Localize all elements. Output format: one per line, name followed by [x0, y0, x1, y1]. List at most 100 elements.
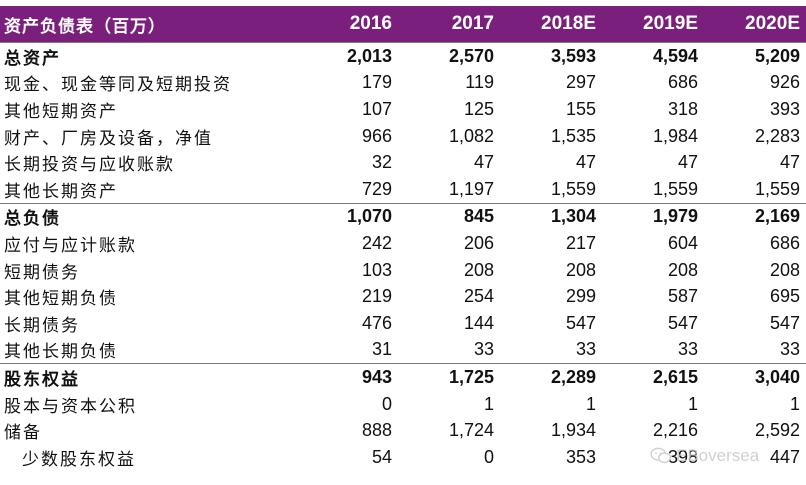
- cell-value: 2,013: [296, 41, 398, 70]
- cell-value: 47: [677, 152, 698, 173]
- cell-value: 1,725: [398, 363, 500, 391]
- cell-value: 33: [779, 339, 800, 360]
- cell-value: 119: [465, 72, 494, 93]
- cell-value: 398: [667, 446, 698, 467]
- cell-value: 943: [296, 363, 398, 391]
- table-row: 短期债务 103 208 208 208 208: [0, 257, 806, 284]
- header-row: 资产负债表（百万） 2016 2017 2018E 2019E 2020E: [0, 6, 806, 43]
- cell-value: 2,289: [500, 363, 602, 391]
- cell-value: 1,082: [448, 125, 494, 146]
- cell-value: 1: [585, 393, 596, 414]
- cell-value: 476: [361, 312, 392, 333]
- row-label: 其他长期负债: [4, 342, 118, 363]
- cell-value: 1,559: [652, 178, 698, 199]
- cell-value: 729: [361, 178, 392, 199]
- table-row: 少数股东权益 54 0 353 398 447: [0, 444, 806, 471]
- cell-value: 4,594: [602, 41, 704, 70]
- table-row: 应付与应计账款 242 206 217 604 686: [0, 230, 806, 257]
- table-row: 总负债 1,070 845 1,304 1,979 2,169: [0, 202, 806, 231]
- table-row: 股本与资本公积 0 1 1 1 1: [0, 391, 806, 418]
- cell-value: 54: [371, 446, 392, 467]
- row-label: 短期债务: [4, 262, 80, 283]
- cell-value: 1,724: [448, 420, 494, 441]
- table-row: 储备 888 1,724 1,934 2,216 2,592: [0, 417, 806, 444]
- cell-value: 47: [575, 152, 596, 173]
- cell-value: 47: [473, 152, 494, 173]
- row-label: 储备: [4, 423, 42, 444]
- cell-value: 1,559: [754, 178, 800, 199]
- cell-value: 242: [361, 232, 392, 253]
- balance-sheet-table: 资产负债表（百万） 2016 2017 2018E 2019E 2020E 总资…: [0, 6, 806, 471]
- cell-value: 208: [565, 259, 596, 280]
- table-title: 资产负债表（百万）: [0, 6, 296, 43]
- row-label: 财产、厂房及设备，净值: [4, 128, 213, 149]
- cell-value: 1,984: [652, 125, 698, 146]
- cell-value: 1,979: [602, 202, 704, 231]
- row-label: 股本与资本公积: [4, 396, 137, 417]
- cell-value: 587: [667, 286, 698, 307]
- cell-value: 1,304: [500, 202, 602, 231]
- cell-value: 1: [687, 393, 698, 414]
- cell-value: 888: [361, 420, 392, 441]
- cell-value: 966: [361, 125, 392, 146]
- year-header: 2018E: [500, 6, 602, 43]
- table-row: 其他长期负债 31 33 33 33 33: [0, 337, 806, 364]
- cell-value: 103: [361, 259, 392, 280]
- table-row: 其他短期负债 219 254 299 587 695: [0, 283, 806, 310]
- cell-value: 155: [565, 98, 596, 119]
- cell-value: 1,559: [550, 178, 596, 199]
- cell-value: 3,593: [500, 41, 602, 70]
- cell-value: 5,209: [704, 41, 806, 70]
- cell-value: 208: [667, 259, 698, 280]
- watermark-text: EBoversea: [676, 446, 760, 465]
- cell-value: 219: [361, 286, 392, 307]
- table-row: 现金、现金等同及短期投资 179 119 297 686 926: [0, 70, 806, 97]
- cell-value: 926: [769, 72, 800, 93]
- cell-value: 206: [463, 232, 494, 253]
- cell-value: 695: [769, 286, 800, 307]
- cell-value: 33: [473, 339, 494, 360]
- cell-value: 353: [565, 446, 596, 467]
- cell-value: 686: [667, 72, 698, 93]
- cell-value: 299: [565, 286, 596, 307]
- table-row: 其他短期资产 107 125 155 318 393: [0, 96, 806, 123]
- cell-value: 0: [483, 446, 494, 467]
- row-label: 少数股东权益: [22, 449, 136, 470]
- cell-value: 179: [361, 72, 392, 93]
- cell-value: 32: [371, 152, 392, 173]
- cell-value: 2,283: [754, 125, 800, 146]
- cell-value: 547: [667, 312, 698, 333]
- cell-value: 31: [371, 339, 392, 360]
- cell-value: 1,197: [448, 178, 494, 199]
- row-label: 总负债: [0, 202, 296, 231]
- cell-value: 318: [667, 98, 698, 119]
- cell-value: 208: [769, 259, 800, 280]
- cell-value: 845: [398, 202, 500, 231]
- table-row: 长期债务 476 144 547 547 547: [0, 310, 806, 337]
- table-row: 股东权益 943 1,725 2,289 2,615 3,040: [0, 363, 806, 391]
- cell-value: 0: [381, 393, 392, 414]
- row-label: 长期债务: [4, 315, 80, 336]
- table-row: 长期投资与应收账款 32 47 47 47 47: [0, 149, 806, 176]
- year-header: 2019E: [602, 6, 704, 43]
- row-label: 其他短期资产: [4, 101, 118, 122]
- cell-value: 1: [483, 393, 494, 414]
- cell-value: 547: [565, 312, 596, 333]
- cell-value: 254: [463, 286, 494, 307]
- cell-value: 217: [565, 232, 596, 253]
- cell-value: 447: [769, 446, 800, 467]
- cell-value: 297: [565, 72, 596, 93]
- cell-value: 2,615: [602, 363, 704, 391]
- row-label: 其他长期资产: [4, 181, 118, 202]
- cell-value: 2,169: [704, 202, 806, 231]
- cell-value: 2,592: [754, 420, 800, 441]
- row-label: 长期投资与应收账款: [4, 155, 175, 176]
- row-label: 股东权益: [0, 363, 296, 391]
- row-label: 现金、现金等同及短期投资: [4, 75, 232, 96]
- cell-value: 33: [575, 339, 596, 360]
- cell-value: 1,070: [296, 202, 398, 231]
- year-header: 2016: [296, 6, 398, 43]
- cell-value: 47: [779, 152, 800, 173]
- cell-value: 125: [463, 98, 494, 119]
- cell-value: 604: [667, 232, 698, 253]
